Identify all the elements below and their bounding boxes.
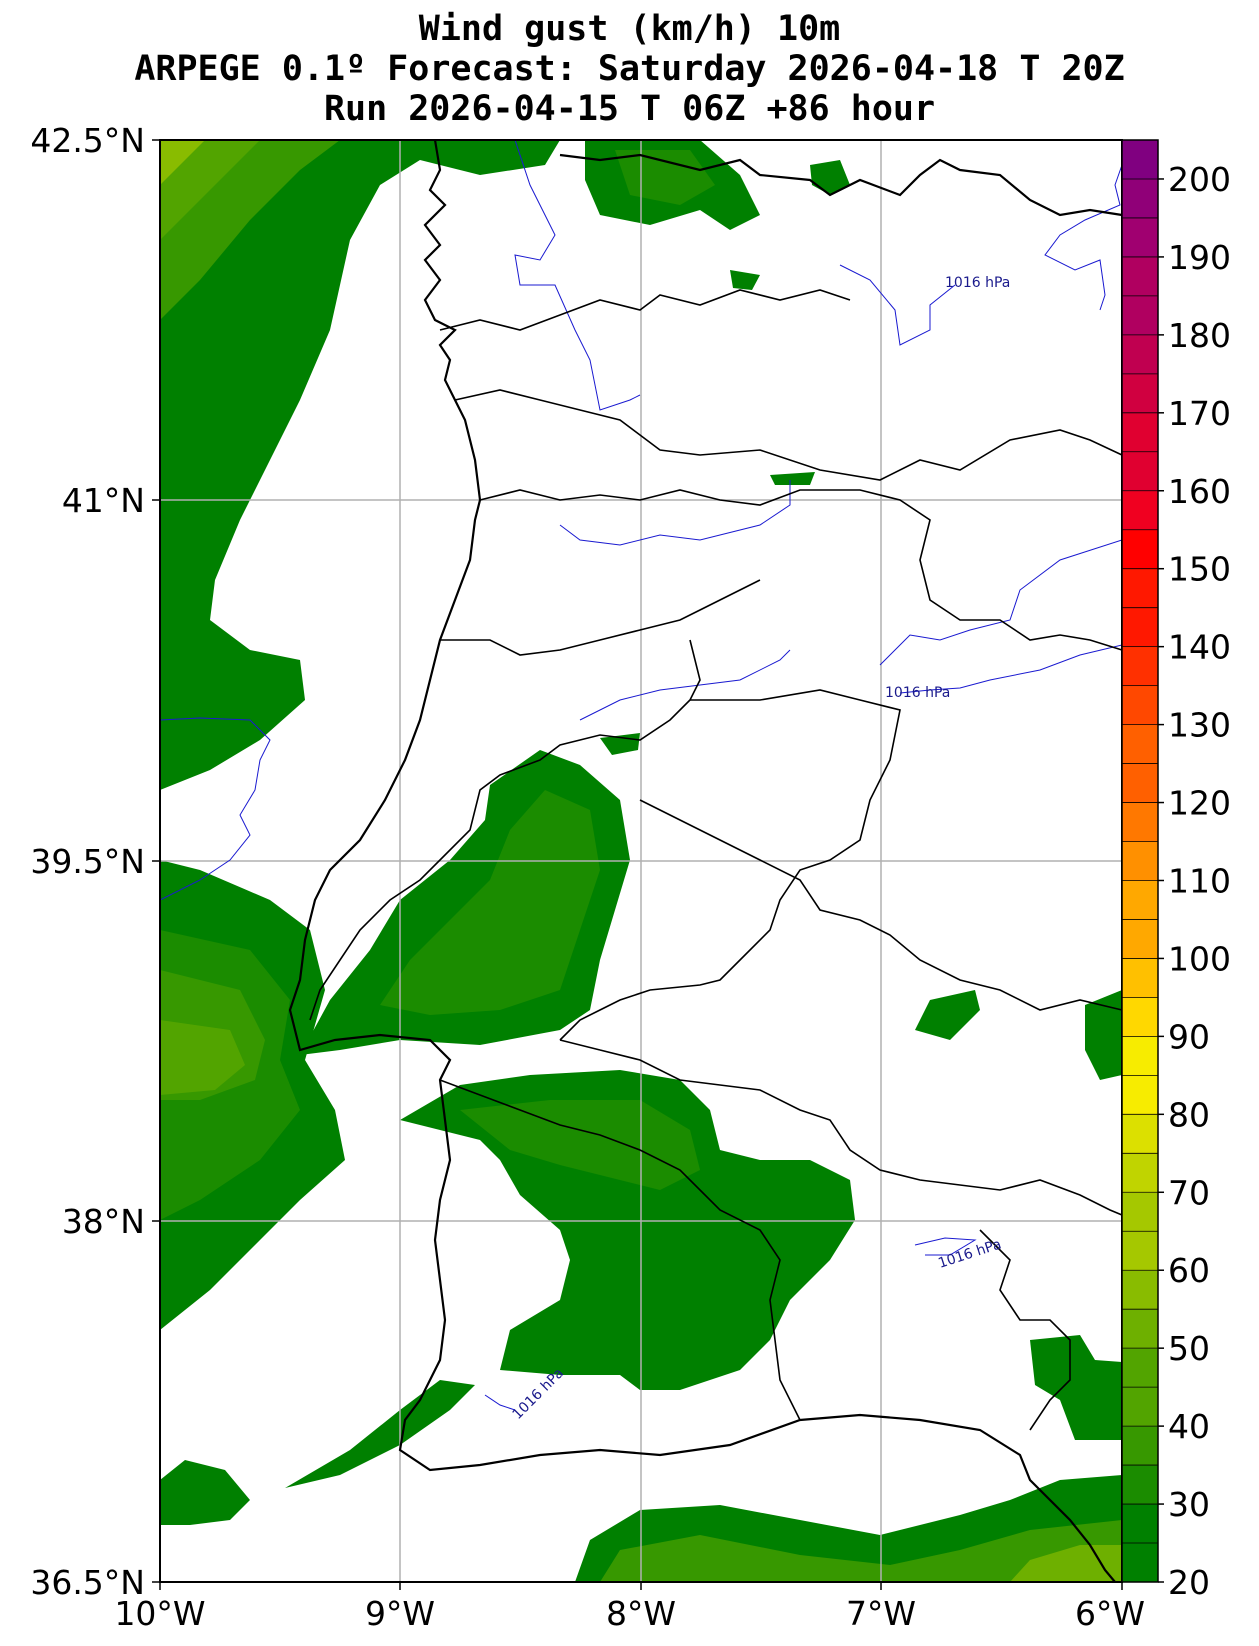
colorbar-segment [1122, 880, 1158, 920]
x-tick-label: 10°W [114, 1594, 205, 1633]
x-tick-label: 8°W [606, 1594, 676, 1633]
colorbar-segment [1122, 1348, 1158, 1388]
colorbar-segment [1122, 841, 1158, 881]
x-tick-label: 6°W [1075, 1594, 1145, 1633]
chart-title: Wind gust (km/h) 10m [418, 9, 841, 49]
colorbar-segment [1122, 256, 1158, 297]
y-tick-label: 42.5°N [30, 121, 145, 160]
colorbar-label: 100 [1168, 939, 1231, 978]
colorbar-label: 80 [1168, 1095, 1210, 1134]
y-axis-ticks: 42.5°N 41°N 39.5°N 38°N 36.5°N [30, 121, 160, 1602]
colorbar-label: 70 [1168, 1173, 1210, 1212]
x-tick-label: 7°W [846, 1594, 916, 1633]
colorbar-segment [1122, 1231, 1158, 1271]
isobar-label-1: 1016 hPa [945, 275, 1010, 291]
colorbar-segment [1122, 997, 1158, 1037]
colorbar-label: 50 [1168, 1329, 1210, 1368]
colorbar-segment [1122, 607, 1158, 648]
colorbar-labels: 20 30 40 50 60 70 80 90 100 110 120 130 140 150 160 170… [1158, 160, 1231, 1602]
colorbar-label: 180 [1168, 316, 1231, 355]
y-tick-label: 39.5°N [30, 842, 145, 881]
colorbar-segment [1122, 1192, 1158, 1232]
colorbar-segment [1122, 1114, 1158, 1154]
colorbar-segment [1122, 373, 1158, 414]
colorbar-label: 170 [1168, 394, 1231, 433]
colorbar-label: 140 [1168, 628, 1231, 667]
colorbar-label: 40 [1168, 1407, 1210, 1446]
colorbar-segment [1122, 1426, 1158, 1466]
colorbar-label: 110 [1168, 861, 1231, 900]
colorbar-segment [1122, 919, 1158, 959]
colorbar-segment [1122, 217, 1158, 258]
coastline [288, 139, 1123, 1583]
colorbar-segment [1122, 451, 1158, 492]
colorbar-segment [1122, 958, 1158, 998]
colorbar-segment [1122, 140, 1158, 180]
colorbar-segment [1122, 568, 1158, 609]
colorbar-segment [1122, 1387, 1158, 1427]
colorbar-segment [1122, 1309, 1158, 1349]
colorbar-segment [1122, 724, 1158, 765]
chart-subtitle: ARPEGE 0.1º Forecast: Saturday 2026-04-1… [134, 49, 1125, 89]
colorbar-label: 160 [1168, 472, 1231, 511]
colorbar-label: 150 [1168, 550, 1231, 589]
wind-gust-fill [160, 140, 1122, 1582]
y-tick-label: 36.5°N [30, 1563, 145, 1602]
colorbar-label: 130 [1168, 706, 1231, 745]
colorbar-label: 90 [1168, 1017, 1210, 1056]
colorbar-segment [1122, 334, 1158, 375]
colorbar-segment [1122, 1036, 1158, 1076]
colorbar-label: 200 [1168, 160, 1231, 199]
colorbar-label: 30 [1168, 1485, 1210, 1524]
isobar-lines [160, 140, 1122, 1411]
colorbar-segment [1122, 412, 1158, 453]
y-tick-label: 41°N [62, 481, 145, 520]
colorbar-frame [1121, 139, 1159, 1583]
y-tick-label: 38°N [62, 1202, 145, 1241]
colorbar-label: 120 [1168, 784, 1231, 823]
colorbar-segment [1122, 685, 1158, 726]
colorbar-segment [1122, 178, 1158, 219]
colorbar-segment [1122, 295, 1158, 336]
colorbar-segment [1122, 1465, 1158, 1505]
colorbar-segment [1122, 1543, 1158, 1583]
colorbar-label: 20 [1168, 1563, 1210, 1602]
colorbar-segment [1122, 1153, 1158, 1193]
colorbar-segment [1122, 1504, 1158, 1544]
x-axis-ticks: 10°W 9°W 8°W 7°W 6°W [114, 1582, 1145, 1633]
colorbar-segment [1122, 529, 1158, 570]
colorbar-label: 60 [1168, 1251, 1210, 1290]
region-borders [309, 289, 1123, 1431]
colorbar-segment [1122, 763, 1158, 804]
colorbar-segment [1122, 802, 1158, 843]
x-tick-label: 9°W [365, 1594, 435, 1633]
colorbar [1121, 139, 1159, 1583]
run-info: Run 2026-04-15 T 06Z +86 hour [323, 89, 936, 129]
colorbar-label: 190 [1168, 238, 1231, 277]
colorbar-segment [1122, 646, 1158, 687]
colorbar-segment [1122, 1270, 1158, 1310]
isobar-label-2: 1016 hPa [885, 685, 950, 701]
colorbar-segment [1122, 490, 1158, 531]
colorbar-segment [1122, 1075, 1158, 1115]
